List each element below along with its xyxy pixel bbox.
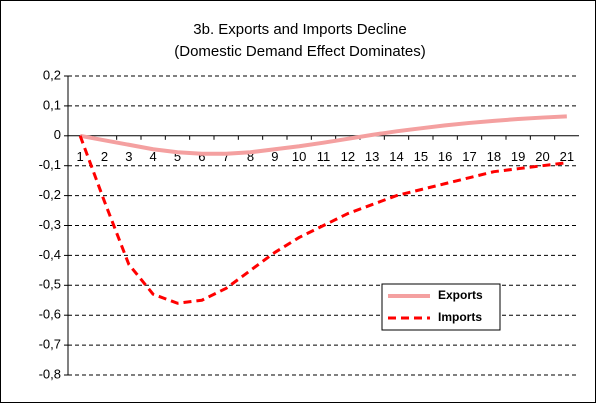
y-tick-label: 0 <box>54 127 61 142</box>
y-tick-label: -0,4 <box>39 247 61 262</box>
y-tick-label: 0,2 <box>43 67 61 82</box>
chart-subtitle: (Domestic Demand Effect Dominates) <box>174 43 425 60</box>
x-tick-label: 6 <box>198 149 205 164</box>
x-tick-label: 12 <box>341 149 355 164</box>
x-tick-label: 20 <box>535 149 549 164</box>
x-tick-label: 18 <box>487 149 501 164</box>
x-tick-label: 5 <box>174 149 181 164</box>
y-tick-label: -0,3 <box>39 217 61 232</box>
y-tick-label: -0,7 <box>39 337 61 352</box>
x-tick-label: 1 <box>77 149 84 164</box>
x-tick-label: 10 <box>292 149 306 164</box>
legend-label: Exports <box>438 288 483 302</box>
x-tick-label: 21 <box>560 149 574 164</box>
y-tick-label: -0,5 <box>39 277 61 292</box>
legend-box <box>381 283 501 331</box>
y-tick-label: 0,1 <box>43 97 61 112</box>
data-line <box>79 114 567 156</box>
chart-title: 3b. Exports and Imports Decline <box>193 21 406 38</box>
x-tick-label: 3 <box>125 149 132 164</box>
x-tick-label: 17 <box>462 149 476 164</box>
data-line <box>78 135 568 305</box>
y-tick-label: -0,6 <box>39 307 61 322</box>
x-tick-label: 9 <box>271 149 278 164</box>
x-tick-label: 7 <box>223 149 230 164</box>
y-tick-label: -0,8 <box>39 366 61 381</box>
x-tick-label: 16 <box>438 149 452 164</box>
legend-label: Imports <box>438 310 482 324</box>
x-tick-label: 19 <box>511 149 525 164</box>
x-tick-label: 2 <box>101 149 108 164</box>
x-tick-label: 13 <box>365 149 379 164</box>
x-tick-label: 14 <box>389 149 403 164</box>
x-tick-label: 4 <box>150 149 157 164</box>
y-tick-label: -0,1 <box>39 157 61 172</box>
x-tick-label: 8 <box>247 149 254 164</box>
y-tick-label: -0,2 <box>39 187 61 202</box>
x-tick-label: 11 <box>317 149 331 164</box>
x-tick-label: 15 <box>414 149 428 164</box>
